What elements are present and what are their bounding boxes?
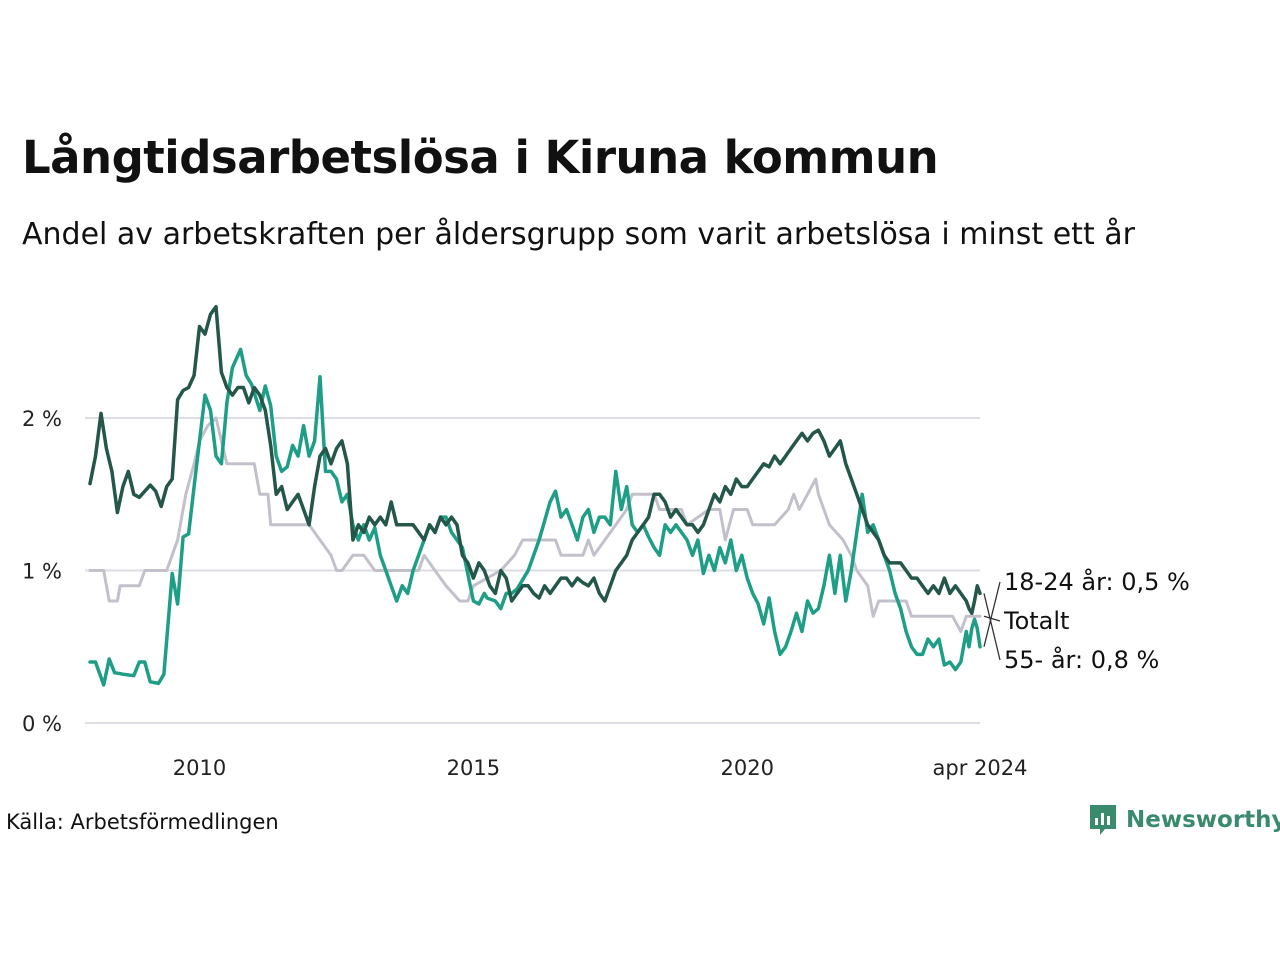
series-line-55-r bbox=[88, 304, 982, 615]
series-label: 55- år: 0,8 % bbox=[1004, 645, 1159, 674]
x-tick-label: 2010 bbox=[173, 756, 226, 780]
chart-subtitle: Andel av arbetskraften per åldersgrupp s… bbox=[22, 217, 1135, 252]
label-leader bbox=[983, 593, 1001, 661]
x-tick-label: 2015 bbox=[447, 756, 500, 780]
chart-title: Långtidsarbetslösa i Kiruna kommun bbox=[22, 131, 939, 184]
newsworthy-logo[interactable]: Newsworthy bbox=[1088, 803, 1280, 837]
x-axis: 2010 2015 2020 apr 2024 bbox=[173, 756, 1028, 780]
x-tick-label: apr 2024 bbox=[933, 756, 1028, 780]
series-label: Totalt bbox=[1003, 607, 1069, 635]
label-leader bbox=[983, 615, 1001, 622]
series-line-totalt bbox=[88, 416, 982, 633]
newsworthy-logo-icon bbox=[1090, 805, 1116, 835]
series-lines bbox=[88, 304, 982, 687]
series-line-18-24-r bbox=[88, 347, 982, 687]
y-tick-label: 2 % bbox=[22, 407, 62, 431]
x-tick-label: 2020 bbox=[721, 756, 774, 780]
source-note: Källa: Arbetsförmedlingen bbox=[6, 810, 279, 834]
y-axis: 0 % 1 % 2 % bbox=[22, 407, 62, 736]
y-tick-label: 1 % bbox=[22, 560, 62, 584]
series-label: 18-24 år: 0,5 % bbox=[1004, 567, 1190, 596]
y-tick-label: 0 % bbox=[22, 712, 62, 736]
series-labels: Totalt 18-24 år: 0,5 % 55- år: 0,8 % bbox=[983, 567, 1190, 674]
newsworthy-logo-text: Newsworthy bbox=[1126, 807, 1280, 833]
label-leader bbox=[983, 581, 1001, 647]
